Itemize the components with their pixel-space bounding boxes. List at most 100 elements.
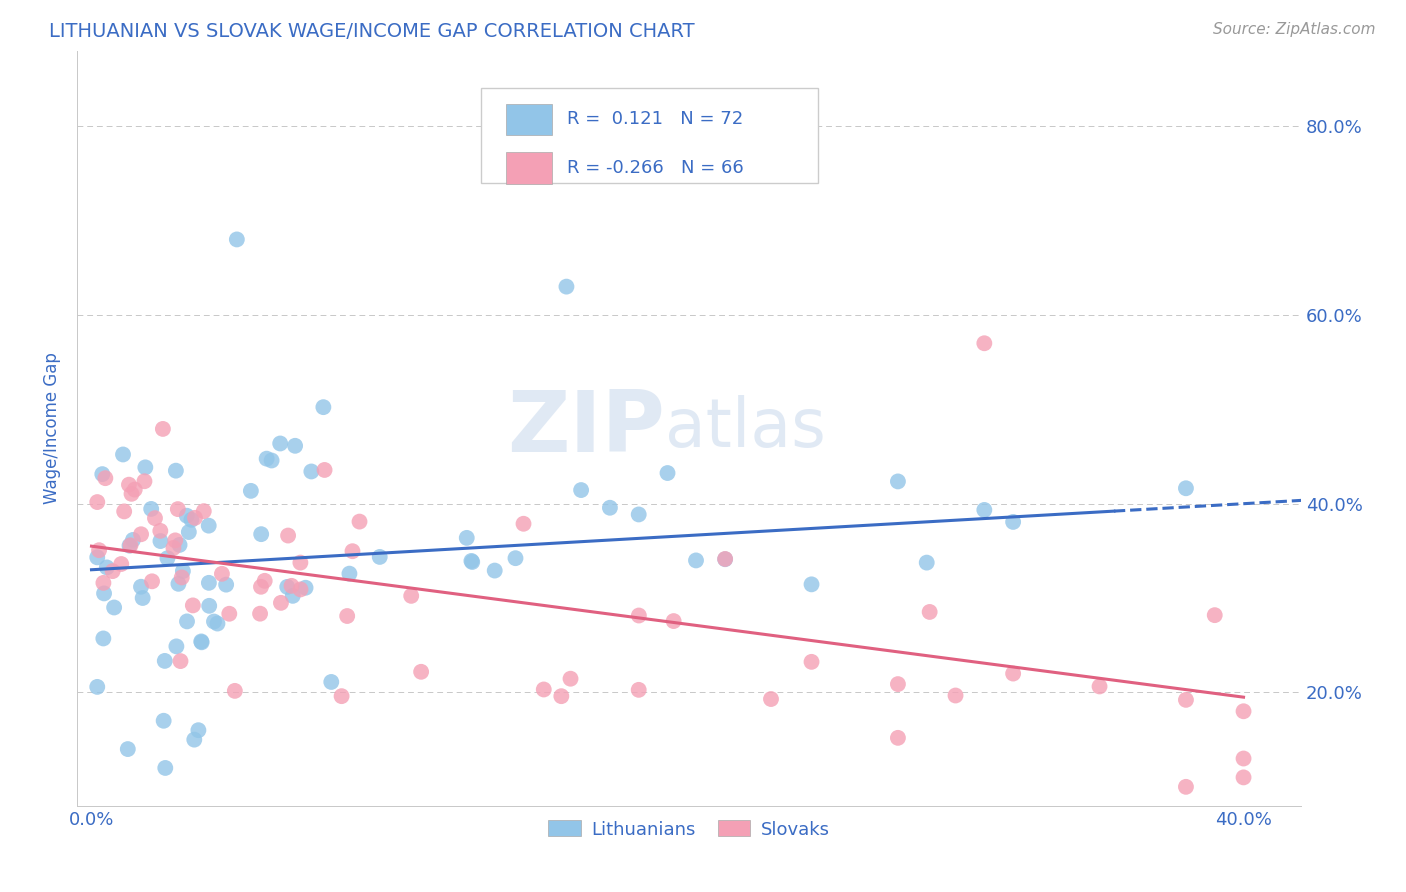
Text: ZIP: ZIP: [508, 387, 665, 470]
Point: [1174, 780, 1197, 794]
Point: [134, 460, 156, 475]
Point: [277, 528, 299, 542]
Point: [129, 527, 152, 541]
Point: [461, 555, 484, 569]
Point: [94, 471, 117, 485]
Point: [165, 533, 187, 548]
Point: [184, 511, 207, 525]
Point: [411, 665, 433, 679]
Point: [110, 557, 132, 571]
Point: [162, 541, 184, 555]
Point: [134, 475, 156, 489]
Point: [103, 600, 125, 615]
Point: [198, 599, 221, 613]
Point: [86, 550, 108, 565]
Point: [627, 608, 650, 623]
Point: [152, 714, 174, 728]
Point: [290, 556, 312, 570]
Point: [190, 635, 212, 649]
Point: [93, 575, 115, 590]
Point: [176, 615, 198, 629]
Point: [321, 675, 343, 690]
Point: [512, 516, 534, 531]
Point: [117, 742, 139, 756]
Point: [800, 655, 823, 669]
Point: [93, 586, 115, 600]
Point: [569, 483, 592, 497]
Point: [460, 554, 482, 568]
Point: [155, 761, 177, 775]
FancyBboxPatch shape: [481, 88, 818, 183]
Point: [627, 682, 650, 697]
Point: [170, 570, 193, 584]
Point: [202, 615, 225, 629]
Point: [121, 487, 143, 501]
Point: [122, 533, 145, 547]
Text: atlas: atlas: [665, 395, 825, 461]
Point: [169, 538, 191, 552]
Point: [276, 580, 298, 594]
Point: [657, 466, 679, 480]
Point: [887, 475, 910, 489]
Text: LITHUANIAN VS SLOVAK WAGE/INCOME GAP CORRELATION CHART: LITHUANIAN VS SLOVAK WAGE/INCOME GAP COR…: [49, 22, 695, 41]
Point: [973, 336, 995, 351]
Point: [555, 279, 578, 293]
Point: [169, 654, 191, 668]
Text: Source: ZipAtlas.com: Source: ZipAtlas.com: [1212, 22, 1375, 37]
Point: [165, 464, 187, 478]
Point: [120, 538, 142, 552]
Point: [143, 511, 166, 525]
Point: [918, 605, 941, 619]
Bar: [506, 103, 553, 136]
Point: [336, 609, 359, 624]
Point: [149, 534, 172, 549]
Point: [1002, 666, 1025, 681]
Bar: [506, 153, 553, 184]
Point: [339, 566, 361, 581]
Point: [225, 232, 247, 246]
Point: [101, 564, 124, 578]
Point: [149, 524, 172, 538]
Point: [166, 502, 188, 516]
Point: [256, 451, 278, 466]
Point: [250, 580, 273, 594]
Point: [207, 616, 229, 631]
Point: [1174, 693, 1197, 707]
Point: [314, 463, 336, 477]
Point: [330, 689, 353, 703]
Point: [181, 599, 204, 613]
Point: [177, 524, 200, 539]
Point: [91, 467, 114, 482]
Point: [118, 539, 141, 553]
Point: [342, 544, 364, 558]
Point: [599, 500, 621, 515]
Point: [505, 551, 527, 566]
Point: [141, 574, 163, 589]
Point: [131, 591, 153, 605]
Point: [368, 549, 391, 564]
Point: [239, 483, 262, 498]
Point: [759, 692, 782, 706]
Point: [124, 483, 146, 497]
Point: [172, 564, 194, 578]
Point: [91, 632, 114, 646]
Point: [118, 477, 141, 491]
Text: R =  0.121   N = 72: R = 0.121 N = 72: [567, 111, 742, 128]
Point: [153, 654, 176, 668]
Point: [627, 508, 650, 522]
Point: [152, 422, 174, 436]
Point: [249, 607, 271, 621]
Text: R = -0.266   N = 66: R = -0.266 N = 66: [567, 159, 744, 178]
Point: [260, 453, 283, 467]
Point: [887, 731, 910, 745]
Point: [973, 503, 995, 517]
Point: [269, 436, 291, 450]
Point: [280, 579, 302, 593]
Point: [915, 556, 938, 570]
Point: [1232, 704, 1254, 718]
Point: [299, 465, 322, 479]
Point: [176, 508, 198, 523]
Point: [197, 518, 219, 533]
Point: [250, 527, 273, 541]
Point: [96, 560, 118, 574]
